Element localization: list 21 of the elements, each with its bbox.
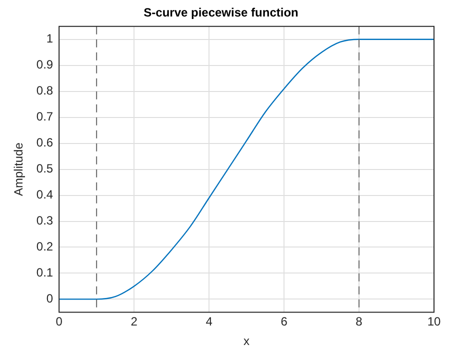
y-tick-label: 0.7 [36,110,54,124]
y-tick-label: 1 [46,32,54,46]
x-tick-label: 6 [280,314,288,329]
y-tick-label: 0.1 [36,266,54,280]
y-tick-label: 0.8 [36,84,54,98]
line-series [59,38,434,300]
x-tick-label: 2 [130,314,138,329]
y-tick-label: 0.2 [36,240,54,254]
y-tick-label: 0.6 [36,136,54,150]
y-tick-label: 0.4 [36,188,54,202]
y-tick-label: 0.3 [36,214,54,228]
x-axis-title: x [244,334,250,348]
y-tick-label: 0.9 [36,58,54,72]
x-tick-label: 4 [206,314,213,329]
y-axis-title: Amplitude [12,142,26,196]
y-tick-label: 0.5 [36,162,54,176]
x-tick-label: 8 [356,314,363,329]
x-tick-label: 0 [56,314,63,329]
x-tick-label: 10 [427,314,441,329]
chart-title: S-curve piecewise function [144,6,298,20]
y-tick-label: 0 [46,292,54,306]
